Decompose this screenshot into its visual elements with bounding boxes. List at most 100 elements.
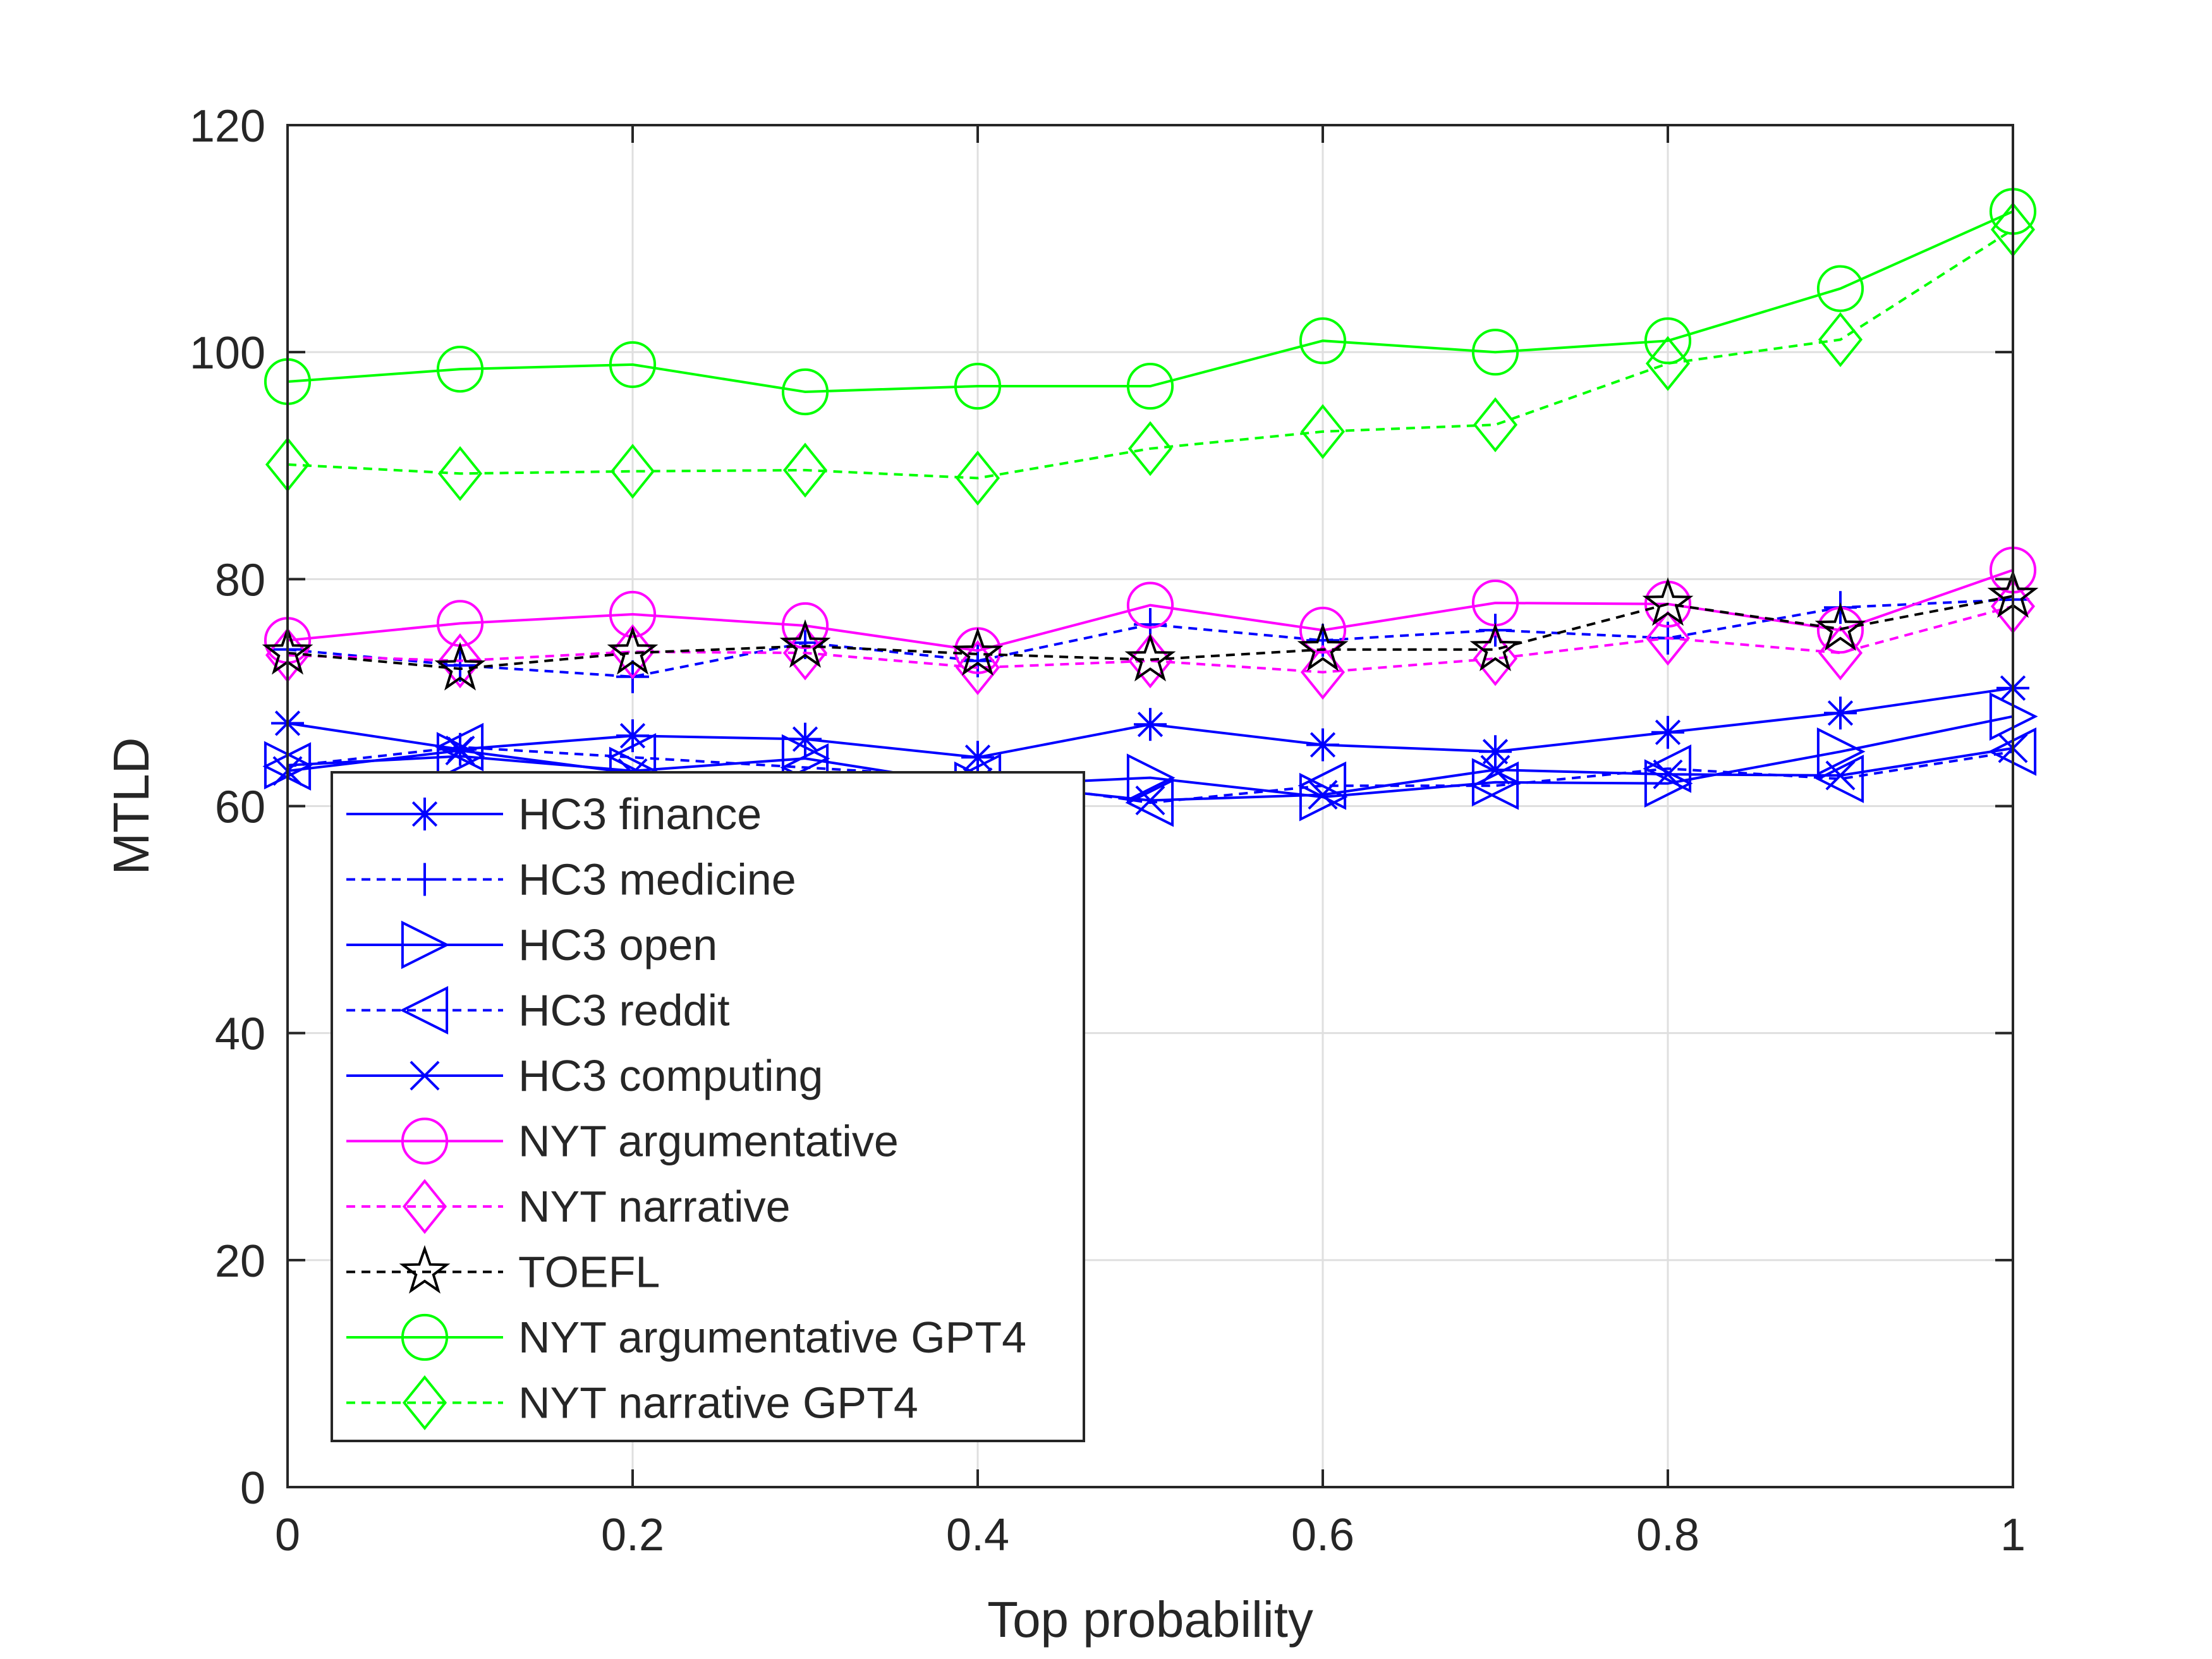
data-point [955, 451, 1000, 506]
data-point [1470, 761, 1519, 810]
series-nyt-argumentative-gpt4 [264, 188, 2037, 416]
data-point [1479, 735, 1512, 769]
data-point [955, 640, 1000, 695]
data-point [1300, 404, 1346, 459]
data-point [782, 442, 828, 498]
y-tick-label: 40 [215, 1009, 265, 1060]
legend-marker [399, 1245, 451, 1294]
legend-item: TOEFL [346, 1245, 660, 1297]
data-point [1824, 696, 1857, 730]
legend-marker [401, 1117, 449, 1165]
y-tick-label: 80 [215, 555, 265, 605]
data-point [1815, 755, 1864, 803]
legend-marker [402, 1179, 447, 1234]
data-point [1306, 728, 1339, 762]
data-point [444, 648, 477, 682]
data-point [961, 741, 994, 774]
data-point [436, 732, 485, 781]
legend-item: HC3 finance [346, 789, 762, 839]
data-point [1124, 633, 1176, 682]
legend-item: HC3 medicine [346, 855, 796, 904]
legend-marker [399, 986, 449, 1035]
data-point [1297, 623, 1349, 672]
series-line [287, 210, 2014, 394]
data-point [437, 446, 483, 501]
data-point [1818, 312, 1863, 367]
data-point [607, 732, 657, 782]
data-point [1300, 645, 1346, 700]
data-point [781, 734, 830, 783]
data-point [1469, 623, 1521, 672]
legend-item: HC3 reddit [346, 986, 730, 1035]
legend-label: HC3 reddit [518, 986, 730, 1035]
data-point [1126, 753, 1176, 802]
data-point [779, 619, 831, 668]
data-point [1645, 611, 1691, 666]
series-toefl [262, 569, 2039, 691]
data-point [610, 444, 655, 499]
y-axis-label: MTLD [103, 738, 159, 875]
x-tick-label: 0.8 [1636, 1510, 1699, 1560]
y-tick-label: 20 [215, 1236, 265, 1287]
data-point [436, 346, 484, 393]
data-point [1299, 607, 1347, 654]
data-point [435, 722, 484, 772]
legend: HC3 finance HC3 medicine HC3 open HC3 reddi… [331, 771, 1085, 1442]
data-point [954, 362, 1002, 410]
data-point [437, 633, 483, 689]
legend-item: NYT narrative [346, 1179, 791, 1234]
data-point [1473, 397, 1518, 453]
legend-label: HC3 finance [518, 789, 762, 839]
data-point [1480, 755, 1510, 785]
legend-item: NYT narrative GPT4 [346, 1375, 918, 1430]
data-point [609, 341, 657, 389]
data-point [1645, 336, 1691, 391]
legend-marker [401, 920, 450, 969]
data-point [781, 602, 829, 650]
legend-item: HC3 computing [346, 1051, 823, 1100]
ticks: 0 0.2 0.4 0.6 0.8 1 0 20 40 60 80 100 120 [190, 101, 2026, 1560]
data-point [1126, 362, 1174, 410]
data-point [1825, 760, 1856, 791]
legend-label: HC3 medicine [518, 855, 796, 904]
y-tick-label: 100 [190, 328, 265, 379]
x-axis-label: Top probability [987, 1591, 1313, 1648]
data-point [789, 722, 822, 756]
x-tick-label: 0 [275, 1510, 300, 1560]
y-tick-label: 60 [215, 782, 265, 833]
x-tick-label: 0.4 [946, 1510, 1009, 1560]
series-nyt-narrative-gpt4 [265, 202, 2036, 506]
data-point [1642, 577, 1694, 626]
data-point [1135, 786, 1165, 816]
legend-label: HC3 computing [518, 1051, 823, 1100]
data-point [434, 641, 486, 691]
legend-label: TOEFL [518, 1248, 660, 1297]
legend-label: HC3 open [518, 920, 717, 969]
x-tick-label: 0.6 [1291, 1510, 1354, 1560]
data-point [1125, 778, 1174, 827]
data-point [610, 624, 655, 679]
legend-marker [402, 1375, 447, 1430]
legend-item: NYT argumentative [346, 1117, 899, 1166]
legend-label: NYT argumentative [518, 1117, 899, 1166]
legend-item: NYT argumentative GPT4 [346, 1313, 1026, 1362]
data-point [609, 590, 657, 638]
data-point [1643, 744, 1692, 793]
legend-label: NYT narrative [518, 1182, 791, 1231]
data-point [1299, 317, 1347, 365]
series-line [287, 595, 2014, 671]
data-point [1644, 317, 1692, 365]
data-point [1134, 708, 1167, 741]
legend-marker [408, 798, 441, 830]
data-point [1471, 329, 1519, 376]
data-point [607, 626, 659, 675]
data-point [952, 627, 1004, 676]
x-tick-label: 1 [2000, 1510, 2026, 1560]
data-point [1816, 265, 1864, 312]
data-point [1297, 761, 1347, 810]
series-line [287, 228, 2014, 480]
data-point [1816, 727, 1866, 776]
data-point [1127, 421, 1173, 477]
legend-marker [401, 1313, 449, 1361]
